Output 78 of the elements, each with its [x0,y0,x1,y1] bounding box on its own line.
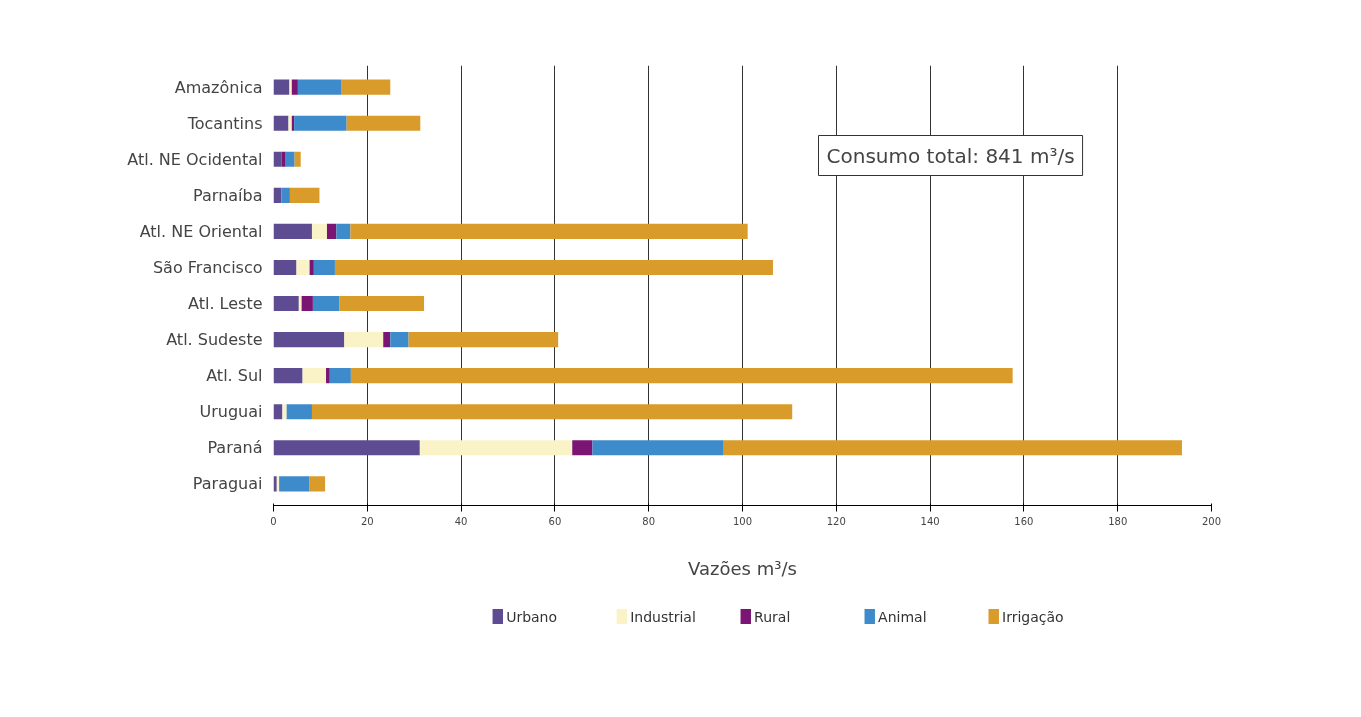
bar [279,476,310,492]
bar [350,368,1013,384]
bar [346,115,421,131]
x-tick-label: 80 [642,515,656,527]
bar [282,404,287,420]
bar [592,440,724,456]
bar [294,115,347,131]
bar [311,223,327,239]
bar [273,79,290,95]
bar [419,440,573,456]
y-tick-label: Paraná [207,438,263,458]
y-tick-label: Amazônica [174,77,263,97]
bar [341,79,391,95]
legend-label: Industrial [630,608,696,625]
x-tick-label: 0 [270,515,277,527]
bar [289,79,292,95]
bar [350,223,748,239]
bar [339,295,425,312]
x-tick-label: 40 [454,515,468,527]
x-tick-label: 180 [1108,515,1128,527]
legend-label: Rural [754,608,791,625]
x-tick-label: 60 [548,515,562,527]
bar [383,332,391,348]
bar [289,187,320,203]
bar [408,332,559,348]
bar [312,295,340,312]
legend-label: Irrigação [1002,608,1064,625]
y-tick-label: Atl. Leste [188,294,263,314]
x-tick-label: 140 [920,515,940,527]
y-tick-label: Paraguai [192,474,263,494]
bar [309,259,314,276]
bar [294,151,301,167]
x-tick-label: 160 [1014,515,1034,527]
bar [311,404,793,420]
bar [286,404,312,420]
bar [334,259,773,276]
bar [326,368,330,384]
bar [329,368,351,384]
bar [273,115,289,131]
bar [309,476,326,492]
bar [273,259,297,276]
bar [572,440,593,456]
annotation: Consumo total: 841 m³/s [826,143,1075,168]
bar [723,440,1182,456]
x-tick-label: 100 [732,515,753,527]
bar [297,79,342,95]
x-tick-label: 200 [1201,515,1222,527]
y-tick-label: Atl. Sul [206,366,263,386]
x-axis-title: Vazões m³/s [688,557,797,579]
y-tick-label: Atl. NE Ocidental [127,149,263,169]
legend-label: Animal [878,608,927,625]
bar [285,151,295,167]
y-tick-label: Atl. Sudeste [166,330,263,350]
bar [273,223,312,239]
x-tick-label: 20 [360,515,374,527]
y-tick-label: São Francisco [152,257,263,277]
y-tick-label: Atl. NE Oriental [139,221,263,241]
bar [281,151,286,167]
bar [296,259,310,276]
bar [344,332,384,348]
y-tick-label: Parnaíba [193,185,263,205]
bar [273,295,299,312]
bar [273,332,345,348]
bar [273,368,303,384]
x-tick-label: 120 [826,515,846,527]
bar [302,368,327,384]
bar [301,295,313,312]
bar [313,259,335,276]
bar [298,295,302,312]
bar [291,79,298,95]
bar [273,440,420,456]
y-tick-label: Tocantins [186,113,263,133]
y-tick-label: Uruguai [199,402,263,422]
bar [336,223,351,239]
bar [281,187,290,203]
bar [390,332,409,348]
legend-label: Urbano [506,608,558,625]
bar [326,223,337,239]
